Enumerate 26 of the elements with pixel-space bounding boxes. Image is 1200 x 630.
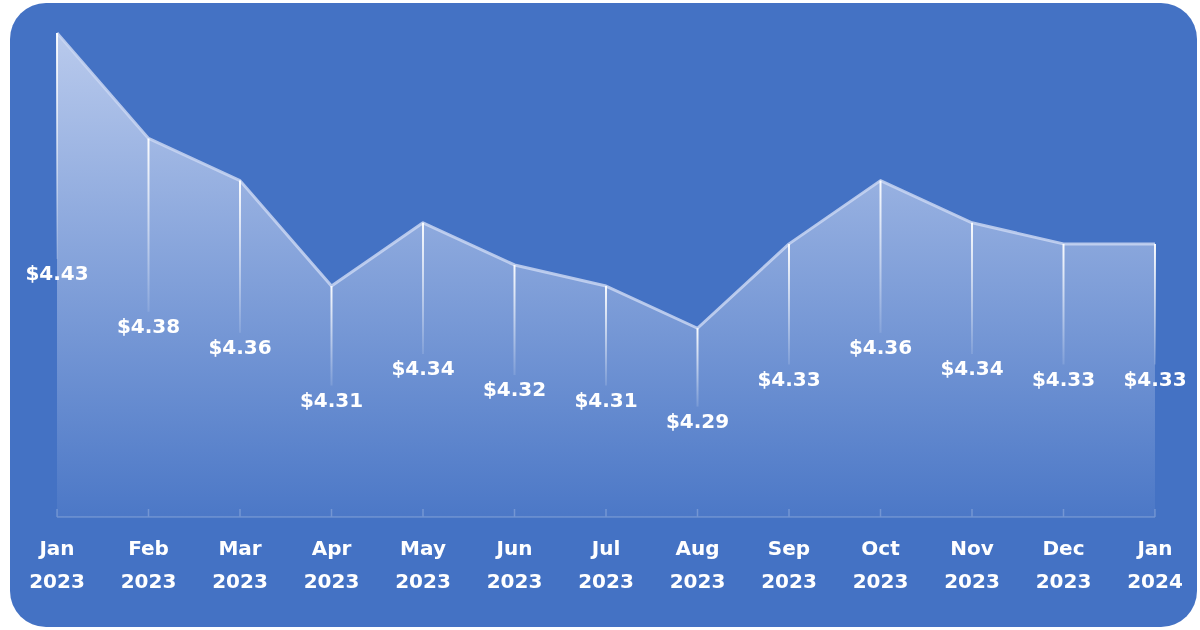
x-tick-label: Jul 2023 — [578, 535, 634, 593]
x-tick-label: Nov 2023 — [944, 535, 1000, 593]
data-label: $4.34 — [940, 356, 1004, 381]
data-label: $4.31 — [574, 387, 638, 412]
data-label: $4.36 — [208, 335, 272, 360]
x-tick-label: Aug 2023 — [669, 535, 726, 593]
x-tick-label: Dec 2023 — [1035, 535, 1092, 593]
x-tick-label: Jun 2023 — [486, 535, 543, 593]
x-tick-label: Jan 2023 — [29, 535, 85, 593]
x-tick-label: May 2023 — [395, 535, 451, 593]
x-tick-label: Mar 2023 — [212, 535, 268, 593]
x-tick-label: Apr 2023 — [303, 535, 360, 593]
x-tick-label: Sep 2023 — [761, 535, 817, 593]
data-label: $4.38 — [116, 313, 181, 338]
data-label: $4.36 — [848, 335, 913, 360]
data-label: $4.34 — [391, 356, 455, 381]
x-tick-label: Feb 2023 — [120, 535, 177, 593]
x-tick-label: Oct 2023 — [852, 535, 909, 593]
x-tick-label: Jan 2024 — [1127, 535, 1183, 593]
data-label: $4.33 — [1031, 366, 1096, 391]
data-label: $4.31 — [299, 387, 364, 412]
data-label: $4.29 — [665, 408, 730, 433]
data-label: $4.33 — [1123, 366, 1187, 391]
data-label: $4.33 — [757, 366, 821, 391]
data-label: $4.32 — [482, 377, 547, 402]
data-label: $4.43 — [25, 261, 89, 286]
